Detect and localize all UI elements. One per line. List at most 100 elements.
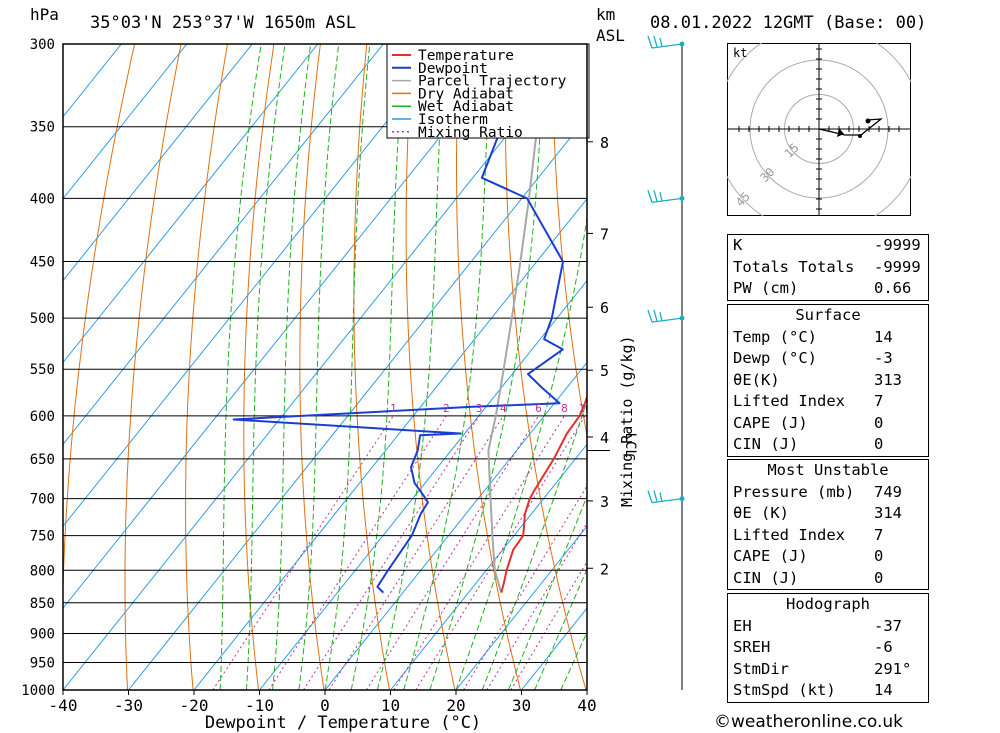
wet-adiabat-line xyxy=(429,44,545,690)
surface-value: 14 xyxy=(874,327,893,346)
dry-adiabat-line xyxy=(405,44,456,690)
km-tick-label: 3 xyxy=(600,493,609,511)
mu-value: 7 xyxy=(874,525,884,544)
legend-entry: Parcel Trajectory xyxy=(418,74,567,90)
hodo-value: -37 xyxy=(874,616,902,635)
pressure-tick-label: 900 xyxy=(30,626,55,642)
legend-entry: Wet Adiabat xyxy=(418,99,514,115)
isotherm-line xyxy=(63,44,450,528)
pressure-tick-label: 850 xyxy=(30,596,55,612)
dry-adiabat-line xyxy=(645,44,690,690)
most-unstable-title: Most Unstable xyxy=(767,461,889,479)
wind-barb-shaft xyxy=(647,190,683,204)
km-tick-label: 5 xyxy=(600,362,609,380)
wind-barb xyxy=(647,309,685,323)
isotherm-line xyxy=(193,197,587,690)
dry-adiabat-line xyxy=(599,44,690,690)
pressure-tick-label: 1000 xyxy=(21,683,55,699)
isotherm-line xyxy=(324,361,587,690)
mixing-ratio-label: 1 xyxy=(390,402,397,415)
legend-entry: Dewpoint xyxy=(418,61,488,77)
pressure-tick-label: 800 xyxy=(30,563,55,579)
x-axis-title: Dewpoint / Temperature (°C) xyxy=(205,713,481,733)
asl-label: ASL xyxy=(596,26,625,45)
pressure-tick-label: 750 xyxy=(30,529,55,545)
mu-value: 749 xyxy=(874,482,902,501)
parcel-trajectory-line xyxy=(487,44,549,593)
dry-adiabat-line xyxy=(552,44,587,439)
footer-credit: ©weatheronline.co.uk xyxy=(714,712,904,732)
datetime-title: 08.01.2022 12GMT (Base: 00) xyxy=(650,13,927,33)
index-value: 0.66 xyxy=(874,279,912,297)
legend-box xyxy=(386,43,590,139)
pressure-tick-label: 700 xyxy=(30,492,55,508)
dry-adiabat-line xyxy=(299,44,325,690)
legend-entry: Dry Adiabat xyxy=(418,86,514,102)
index-row-pw: PW (cm) 0.66 xyxy=(728,278,928,300)
hodo-key: StmDir xyxy=(733,659,789,678)
wind-barb-shaft xyxy=(647,35,683,49)
mu-key: CAPE (J) xyxy=(733,547,808,565)
x-tick-label: 20 xyxy=(446,696,465,715)
surface-key: CAPE (J) xyxy=(733,413,808,432)
wind-barb-shaft xyxy=(647,490,683,504)
mu-key: Lifted Index xyxy=(733,525,845,544)
wet-adiabat-line xyxy=(350,44,406,690)
index-key: Totals Totals xyxy=(733,257,855,276)
hodo-value: 291° xyxy=(874,659,912,678)
hodo-key: EH xyxy=(733,616,752,635)
pressure-tick-label: 500 xyxy=(30,311,55,327)
mu-value: 0 xyxy=(874,547,884,565)
mixing-ratio-line xyxy=(393,415,565,690)
mixing-ratio-line xyxy=(328,415,504,690)
pressure-tick-label: 350 xyxy=(30,120,55,136)
most-unstable-panel: Most Unstable Pressure (mb) 749 θE (K) 314… xyxy=(727,459,929,590)
pressure-tick-label: 950 xyxy=(30,655,55,671)
x-tick-label: 10 xyxy=(381,696,400,715)
mixing-ratio-label: 20 xyxy=(645,402,658,415)
wet-adiabat-line xyxy=(324,44,371,690)
hodograph-table-panel: Hodograph EH -37 SREH -6 StmDir 291° StmSpd… xyxy=(727,593,929,703)
wet-adiabat-line xyxy=(403,44,492,690)
isotherm-line xyxy=(63,44,515,609)
mixing-ratio-label: 6 xyxy=(535,402,542,415)
hodo-value: -6 xyxy=(874,638,893,656)
x-tick-label: -30 xyxy=(114,696,143,715)
hpa-axis-title: hPa xyxy=(30,5,59,24)
dry-adiabat-line xyxy=(456,44,521,690)
hodo-key: SREH xyxy=(733,638,771,656)
km-tick-label: 7 xyxy=(600,225,609,243)
surface-value: -3 xyxy=(874,349,893,367)
isotherm-line xyxy=(63,44,122,118)
legend-entry: Temperature xyxy=(418,48,514,64)
mixing-ratio-label: 8 xyxy=(561,402,568,415)
mu-key: Pressure (mb) xyxy=(733,482,855,501)
wind-barb xyxy=(647,190,685,204)
km-tick-label: 2 xyxy=(600,560,609,578)
mixing-ratio-label: 2 xyxy=(443,402,450,415)
surface-value: 0 xyxy=(874,413,884,432)
wet-adiabat-line xyxy=(272,44,312,690)
index-row-totals: Totals Totals -9999 xyxy=(728,257,928,279)
wind-barb xyxy=(647,35,685,49)
isotherm-line xyxy=(63,44,319,364)
km-tick-label: 8 xyxy=(600,134,609,152)
mu-value: 0 xyxy=(874,568,884,587)
surface-value: 7 xyxy=(874,392,884,410)
km-label: km xyxy=(596,5,616,24)
wind-barb-shaft xyxy=(647,309,683,323)
surface-title: Surface xyxy=(795,306,861,324)
surface-key: Lifted Index xyxy=(733,392,845,410)
surface-value: 313 xyxy=(874,370,902,389)
dry-adiabat-line xyxy=(243,44,275,690)
location-title: 35°03'N 253°37'W 1650m ASL xyxy=(90,13,357,33)
isotherm-line xyxy=(455,525,587,690)
storm-motion-arrow xyxy=(837,128,844,137)
mixing-ratio-line xyxy=(303,415,480,690)
pressure-tick-label: 450 xyxy=(30,255,55,271)
index-value: -9999 xyxy=(874,257,921,276)
surface-value: 0 xyxy=(874,435,884,453)
mixing-ratio-axis-title: Mixing Ratio (g/kg) xyxy=(618,335,636,507)
surface-key: CIN (J) xyxy=(733,435,799,453)
